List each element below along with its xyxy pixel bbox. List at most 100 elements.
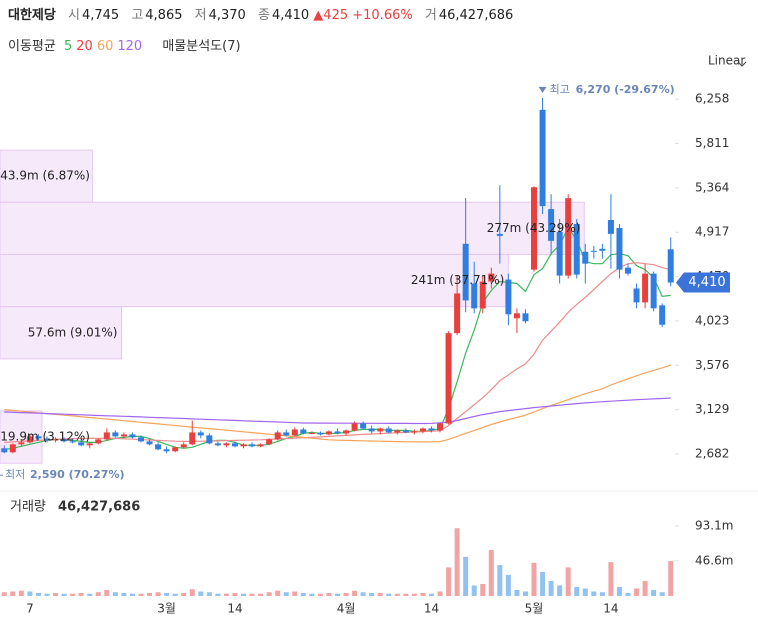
volume-bar: [112, 592, 118, 596]
candle-body: [129, 434, 136, 438]
candle-body: [462, 243, 469, 301]
y-tick-label: 3,129: [695, 402, 729, 416]
chevron[interactable]: [737, 61, 747, 67]
candle-body: [317, 432, 324, 435]
candle-body: [607, 220, 614, 234]
candle-body: [308, 432, 315, 434]
volume-bar: [292, 591, 298, 596]
min-title: 최저: [5, 468, 25, 481]
candle-body: [411, 431, 418, 433]
min-label: 2,590 (70.27%): [30, 468, 125, 481]
candle-body: [573, 223, 580, 275]
stock-name: 대한제당: [8, 8, 56, 23]
x-tick-label: 5월: [525, 602, 544, 616]
candle-body: [419, 428, 426, 432]
candle-body: [522, 313, 529, 322]
volume-bar: [78, 592, 84, 596]
y-tick-label: 4,917: [695, 225, 729, 239]
candle-body: [633, 288, 640, 303]
volume-bar: [27, 591, 33, 596]
volume-bar: [360, 592, 366, 596]
volume-bar: [189, 589, 195, 596]
candle-body: [368, 428, 375, 432]
legend-entry[interactable]: 20: [76, 39, 93, 54]
candle-body: [325, 431, 332, 435]
candle-body: [206, 435, 213, 444]
candle-body: [488, 273, 495, 282]
volume-bar: [411, 593, 417, 596]
candle-body: [163, 449, 170, 452]
candle-body: [402, 430, 409, 433]
volume-bar: [61, 593, 67, 596]
volume-bar: [625, 592, 631, 596]
volume-bar: [480, 583, 486, 596]
candle-body: [334, 431, 341, 434]
volume-bar: [403, 593, 409, 596]
legend-entry[interactable]: 5: [63, 39, 73, 54]
volume-bar: [369, 592, 375, 596]
volume-bar: [104, 589, 110, 596]
volume-bar: [343, 592, 349, 596]
volume-bar: [198, 591, 204, 596]
volume-bar: [215, 593, 221, 596]
x-tick-label: 7: [26, 602, 34, 616]
volume-bar: [18, 590, 24, 596]
volume-bar: [428, 593, 434, 596]
candle-body: [437, 423, 444, 431]
change: ▲425: [313, 8, 349, 23]
candle-body: [155, 444, 162, 450]
profile-label: 277m (43.29%): [487, 221, 581, 235]
volume-bar: [659, 592, 665, 596]
scale-mode[interactable]: Linear: [708, 54, 745, 68]
legend-entry[interactable]: 60: [96, 39, 114, 54]
volume-bar: [420, 592, 426, 596]
volume-bar: [531, 562, 537, 596]
volume-bar: [488, 550, 494, 596]
volume-bar: [514, 589, 520, 596]
legend-entry[interactable]: 120: [117, 39, 143, 54]
volume-bar: [266, 592, 272, 596]
candle-body: [146, 441, 153, 445]
volume-bar: [616, 586, 622, 596]
volume-bar: [95, 592, 101, 596]
legend: 5 20 60 120: [64, 39, 146, 54]
volume-bar: [608, 562, 614, 596]
candle-body: [496, 233, 503, 236]
candle-body: [479, 281, 486, 309]
volume-bar: [138, 593, 144, 596]
volume-bar: [591, 591, 597, 596]
volume-label: 거: [424, 8, 437, 23]
volume-bar: [129, 593, 135, 596]
volume-tick-label: 93.1m: [695, 518, 733, 532]
volume-bar: [505, 574, 511, 596]
volume-bar: [172, 593, 178, 596]
candle-body: [300, 429, 307, 434]
volume-bar: [121, 592, 127, 596]
candle-body: [590, 250, 597, 252]
profile-title[interactable]: 매물분석도(7): [162, 39, 241, 54]
volume: 46,427,686: [438, 8, 514, 23]
indicator-bar[interactable]: 이동평균 5 20 60 120 매물분석도(7): [8, 35, 245, 54]
y-tick-label: 2,682: [695, 447, 729, 461]
candle-body: [360, 423, 367, 429]
volume-bar: [642, 580, 648, 596]
volume-bar: [599, 592, 605, 596]
volume-bar: [249, 593, 255, 596]
volume-bar: [540, 571, 546, 596]
candle-body: [120, 434, 127, 437]
volume-bar: [548, 580, 554, 596]
candle-body: [266, 439, 273, 445]
volume-bar: [283, 592, 289, 596]
volume-bar: [147, 592, 153, 596]
candle-body: [445, 333, 452, 424]
ma-title[interactable]: 이동평균: [8, 39, 56, 54]
candle-body: [667, 249, 674, 283]
volume-bar: [164, 592, 170, 596]
candle-body: [172, 447, 179, 452]
candle-body: [343, 430, 350, 434]
candle-body: [650, 273, 657, 309]
x-tick-label: 14: [227, 602, 242, 616]
volume-bar: [352, 590, 358, 596]
ma-line: [4, 397, 671, 425]
